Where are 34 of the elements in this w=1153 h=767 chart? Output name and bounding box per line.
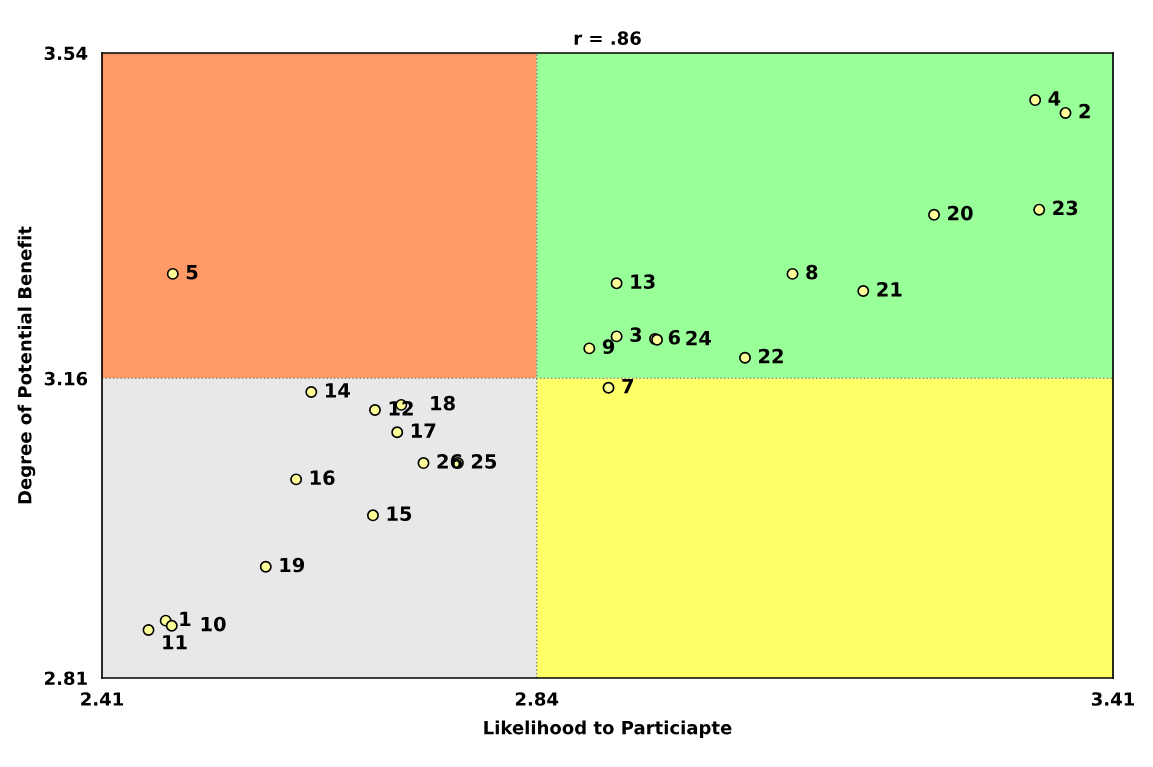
x-tick-label: 3.41 [1091, 692, 1135, 706]
annotation: 2 [1079, 103, 1090, 119]
annotation: 25 [471, 454, 497, 469]
y-tick-label: 3.54 [44, 46, 88, 61]
annotation: 9 [602, 339, 615, 355]
x-tick-label: 2.84 [515, 692, 559, 706]
annotation: 11 [163, 635, 187, 650]
annotation: 17 [411, 423, 436, 438]
annotation: 19 [280, 557, 305, 573]
annotation: 22 [759, 348, 783, 364]
y-tick-label: 2.81 [44, 671, 87, 686]
y-tick-label: 3.16 [44, 371, 88, 386]
annotation: 23 [1053, 200, 1078, 216]
annotation: 15 [387, 506, 412, 521]
annotation: 3 [630, 327, 642, 343]
annotation: 14 [325, 383, 350, 398]
annotation: 13 [631, 274, 655, 289]
annotation: 20 [948, 205, 973, 221]
x-axis-title: Likelihood to Particiapte [484, 720, 732, 738]
annotation: 8 [806, 264, 818, 280]
annotation: 5 [186, 265, 198, 280]
y-axis-title: Degree of Potential Benefit [17, 226, 36, 504]
annotation: 6 [668, 329, 680, 345]
annotation: 24 [686, 330, 711, 346]
annotation: 16 [310, 470, 335, 486]
x-tick-label: 2.41 [81, 692, 124, 706]
chart-title: r = .86 [574, 31, 641, 45]
annotation: 10 [201, 616, 226, 632]
annotation: 21 [877, 281, 902, 297]
annotation: 7 [622, 378, 633, 394]
annotation: 18 [431, 395, 455, 411]
annotation: 1 [180, 611, 191, 626]
annotation: 12 [389, 400, 413, 416]
annotation: 4 [1048, 91, 1061, 106]
